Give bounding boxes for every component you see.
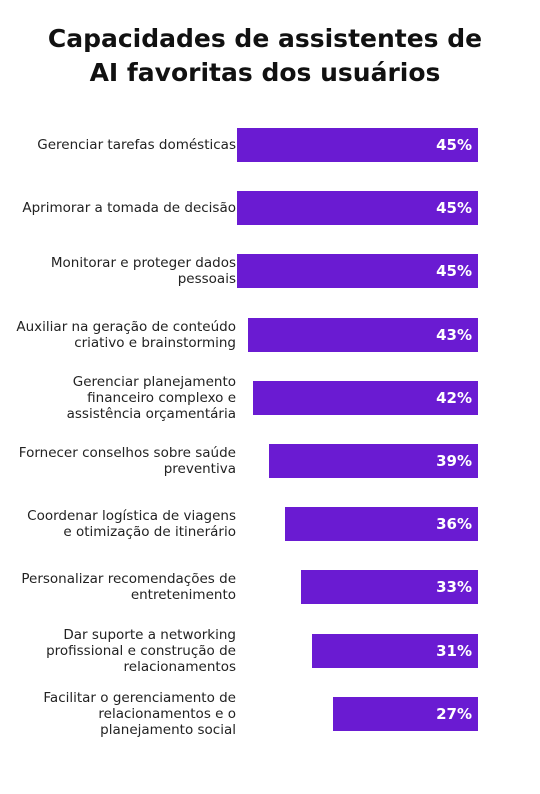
bar: 42% (253, 380, 478, 415)
category-label: Dar suporte a networking profissional e … (46, 626, 236, 675)
value-label: 31% (436, 641, 472, 660)
bar: 45% (237, 254, 478, 289)
bar: 45% (237, 128, 478, 162)
category-label: Gerenciar tarefas domésticas (37, 137, 236, 153)
value-label: 27% (436, 704, 472, 723)
value-label: 45% (436, 136, 472, 154)
bar: 36% (285, 507, 478, 542)
value-label: 45% (436, 262, 472, 281)
category-label: Personalizar recomendações de entretenim… (21, 571, 236, 604)
value-label: 45% (436, 199, 472, 218)
value-label: 42% (436, 388, 472, 407)
category-label: Coordenar logística de viagens e otimiza… (27, 508, 236, 541)
category-label: Gerenciar planejamento financeiro comple… (66, 373, 236, 422)
category-label: Monitorar e proteger dados pessoais (50, 255, 236, 288)
value-label: 39% (436, 452, 472, 470)
value-label: 43% (436, 325, 472, 344)
bar: 31% (311, 633, 478, 668)
value-label: 33% (436, 578, 472, 597)
category-label: Fornecer conselhos sobre saúde preventiv… (18, 445, 236, 477)
bar: 43% (247, 317, 478, 352)
bar: 27% (333, 696, 478, 731)
bar: 33% (301, 570, 478, 605)
bar: 39% (269, 444, 478, 478)
value-label: 36% (436, 515, 472, 534)
category-label: Auxiliar na geração de conteúdo criativo… (16, 318, 236, 351)
category-label: Facilitar o gerenciamento de relacioname… (43, 689, 236, 738)
bar: 45% (237, 191, 478, 226)
category-label: Aprimorar a tomada de decisão (22, 200, 236, 217)
chart-title: Capacidades de assistentes de AI favorit… (47, 24, 483, 87)
